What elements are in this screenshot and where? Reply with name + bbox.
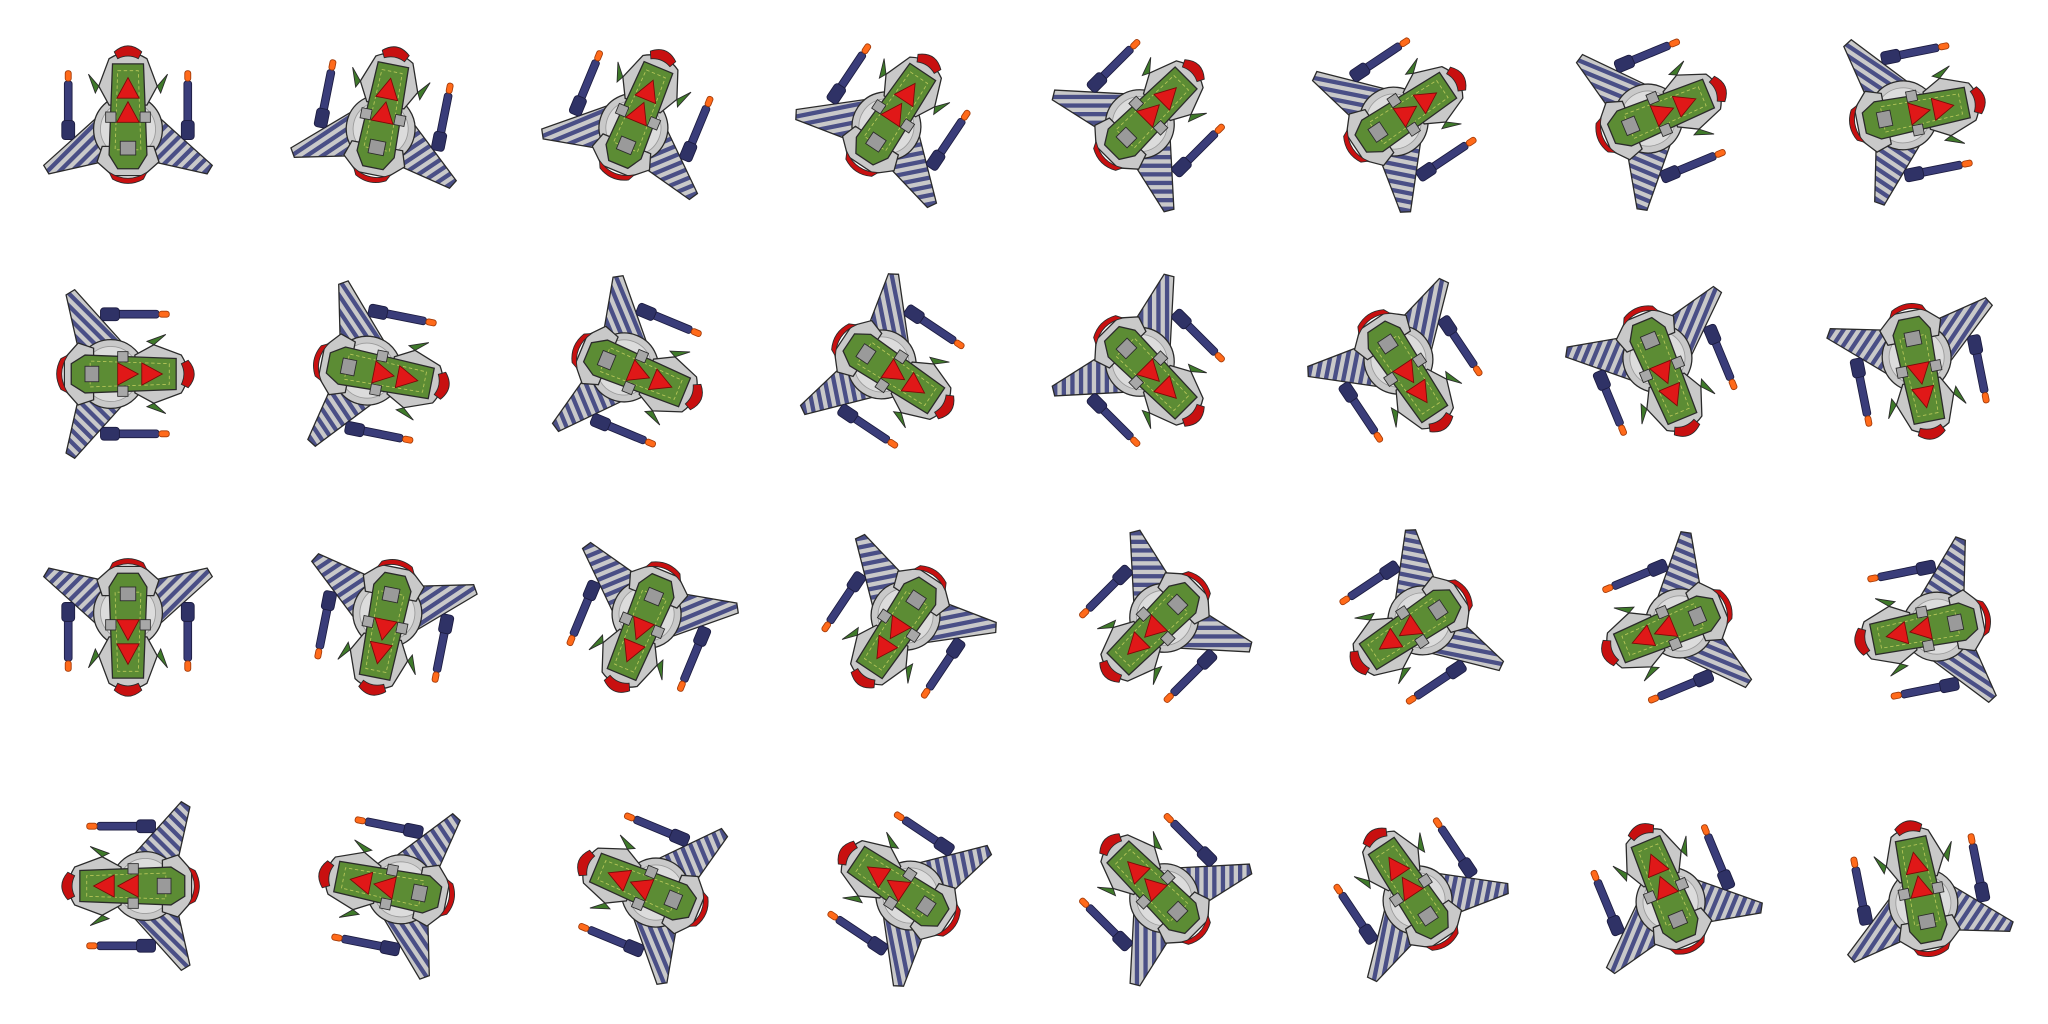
sprite-frame [1792,256,2048,512]
ship-sprite [296,276,467,471]
sprite-frame [768,256,1024,512]
sprite-frame [1536,768,1792,1024]
ship-sprite [1300,783,1519,993]
ship-sprite [1041,4,1260,223]
sprite-frame [0,768,256,1024]
ship-sprite [287,542,482,713]
sprite-frame [1280,768,1536,1024]
sprite-frame [1024,768,1280,1024]
ship-sprite [793,778,1003,997]
sprite-frame [256,512,512,768]
ship-sprite [286,29,481,200]
ship-sprite [1837,532,2008,727]
ship-sprite [61,801,201,971]
sprite-frame [768,768,1024,1024]
ship-sprite [1301,4,1511,223]
ship-sprite [1560,791,1770,985]
ship-sprite [785,9,1004,219]
ship-sprite [545,782,739,992]
ship-sprite [301,789,472,984]
sprite-frame [0,512,256,768]
sprite-frame [1024,0,1280,256]
ship-sprite [43,557,213,697]
ship-sprite [1569,524,1763,734]
sprite-frame [768,0,1024,256]
ship-sprite [1822,286,2017,457]
sprite-frame [1536,256,1792,512]
ship-sprite [55,289,195,459]
sprite-frame [256,256,512,512]
sprite-frame [1024,512,1280,768]
sprite-frame [1280,512,1536,768]
ship-sprite [1558,275,1768,469]
sprite-frame [512,768,768,1024]
sprite-frame [512,0,768,256]
ship-sprite [536,531,746,725]
sprite-frame [0,256,256,512]
ship-sprite [1044,519,1263,738]
sprite-frame [1024,256,1280,512]
sprite-frame [0,0,256,256]
sprite-frame [256,0,512,256]
sprite-frame [1792,768,2048,1024]
sprite-frame [512,512,768,768]
ship-sprite [541,268,735,478]
sprite-frame [256,768,512,1024]
ship-sprite [1044,778,1263,997]
ship-sprite [1832,15,2003,210]
sprite-frame [1536,512,1792,768]
sprite-frame [1792,512,2048,768]
ship-sprite [1305,519,1515,738]
sprite-frame [1792,0,2048,256]
sprite-frame [1280,256,1536,512]
sprite-frame [512,256,768,512]
ship-sprite [1565,8,1759,218]
ship-sprite [1823,803,2018,974]
ship-sprite [534,17,744,211]
ship-sprite [1297,267,1516,477]
sprite-frame [1536,0,1792,256]
ship-sprite [788,523,1007,733]
ship-sprite [1041,263,1260,482]
sprite-frame [1280,0,1536,256]
ship-sprite [789,263,999,482]
sprite-frame [768,512,1024,768]
ship-sprite [43,45,213,185]
